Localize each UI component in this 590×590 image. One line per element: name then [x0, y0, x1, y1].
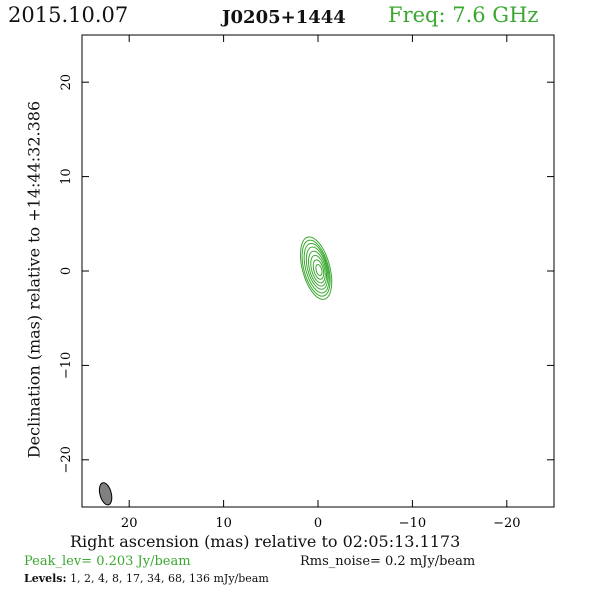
plot-axes: 20 10 0 −10 −20 20 10 0 −10 −20 [59, 34, 555, 531]
y-tick-label: 20 [59, 74, 74, 91]
contour-levels: Levels: 1, 2, 4, 8, 17, 34, 68, 136 mJy/… [24, 572, 269, 586]
contour-map [299, 236, 333, 300]
contour-level-17 [307, 250, 328, 287]
x-tick-label: 0 [314, 516, 322, 531]
contour-level-68 [312, 259, 325, 280]
frequency-label: Freq: 7.6 GHz [388, 3, 539, 27]
y-tick-label: −20 [59, 446, 74, 473]
contour-level-136 [315, 264, 323, 277]
contour-level-34 [310, 254, 326, 284]
y-tick-label: −10 [59, 352, 74, 379]
peak-level: Peak_lev= 0.203 Jy/beam [24, 554, 191, 569]
y-tick-label: 10 [59, 168, 74, 185]
source-name: J0205+1444 [222, 7, 346, 28]
x-axis-label: Right ascension (mas) relative to 02:05:… [70, 532, 461, 551]
x-tick-label: 10 [215, 516, 232, 531]
levels-values: 1, 2, 4, 8, 17, 34, 68, 136 mJy/beam [70, 572, 269, 585]
levels-label: Levels: [24, 572, 67, 585]
x-tick-label: −10 [399, 516, 426, 531]
y-axis-label: Declination (mas) relative to +14:44:32.… [24, 100, 44, 459]
contour-level-8 [305, 246, 329, 290]
contour-level-4 [303, 242, 330, 294]
x-tick-label: −20 [493, 516, 520, 531]
y-tick-label: 0 [59, 267, 74, 275]
x-tick-label: 20 [121, 516, 138, 531]
contour-level-1 [299, 236, 333, 300]
beam-shape [98, 482, 113, 506]
contour-level-2 [301, 239, 331, 297]
beam-ellipse [98, 482, 113, 506]
rms-noise: Rms_noise= 0.2 mJy/beam [300, 554, 476, 569]
plot-frame [81, 34, 555, 508]
observation-date: 2015.10.07 [8, 3, 129, 27]
